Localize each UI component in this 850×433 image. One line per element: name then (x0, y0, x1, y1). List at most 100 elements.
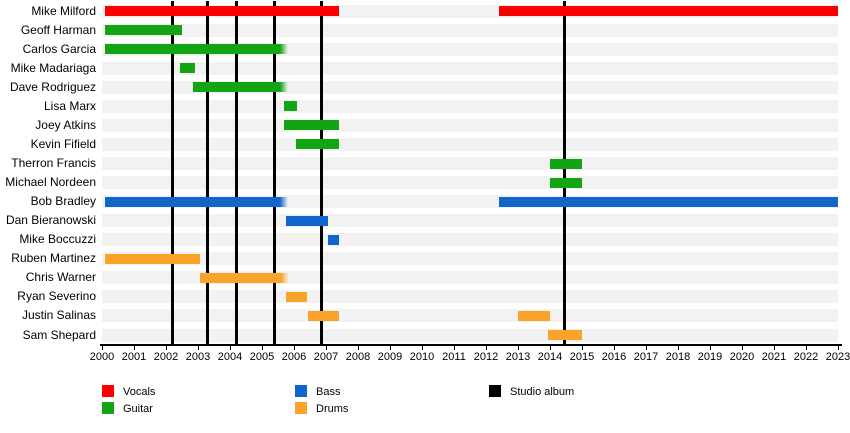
axis-tick-label: 2004 (217, 351, 243, 363)
axis-tick-label: 2009 (377, 351, 403, 363)
axis-tick (390, 346, 391, 350)
member-bar-drums (518, 310, 550, 321)
member-bar-bass (327, 234, 339, 245)
member-name: Joey Atkins (35, 117, 96, 132)
member-name: Kevin Fifield (30, 136, 96, 151)
member-bar-bass (498, 196, 838, 207)
member-bar-bass (105, 196, 288, 207)
axis-tick (326, 346, 327, 350)
axis-tick (422, 346, 423, 350)
member-bar-drums (105, 253, 200, 264)
row-stripe (102, 157, 838, 171)
axis-tick (582, 346, 583, 350)
member-name: Bob Bradley (30, 194, 96, 209)
member-name: Michael Nordeen (5, 175, 96, 190)
axis-tick (774, 346, 775, 350)
axis-tick-label: 2023 (825, 351, 850, 363)
row-stripe (102, 233, 838, 247)
axis-tick (454, 346, 455, 350)
axis-tick-label: 2016 (601, 351, 627, 363)
axis-tick-label: 2019 (697, 351, 723, 363)
member-name: Ryan Severino (17, 289, 96, 304)
plot-area (102, 1, 838, 345)
axis-tick-label: 2020 (729, 351, 755, 363)
axis-tick (838, 346, 839, 350)
axis-tick (358, 346, 359, 350)
member-bar-bass (286, 215, 328, 226)
row-stripe (102, 252, 838, 266)
row-stripe (102, 214, 838, 228)
axis-tick (806, 346, 807, 350)
axis-tick (614, 346, 615, 350)
row-stripe (102, 118, 838, 132)
row-stripe (102, 176, 838, 190)
member-name: Sam Shepard (22, 327, 96, 342)
axis-tick (710, 346, 711, 350)
axis-tick (198, 346, 199, 350)
member-bar-guitar (180, 63, 195, 74)
axis-tick (134, 346, 135, 350)
member-name: Mike Boccuzzi (19, 232, 96, 247)
album-line (273, 1, 277, 345)
axis-tick (550, 346, 551, 350)
member-name: Carlos Garcia (22, 41, 96, 56)
row-stripe (102, 290, 838, 304)
axis-tick-label: 2018 (665, 351, 691, 363)
axis-tick (486, 346, 487, 350)
axis-tick-label: 2014 (537, 351, 563, 363)
member-name: Justin Salinas (21, 308, 96, 323)
axis-tick-label: 2022 (793, 351, 819, 363)
x-axis-line (100, 344, 842, 346)
axis-tick-label: 2008 (345, 351, 371, 363)
member-name: Lisa Marx (43, 98, 96, 113)
member-name: Chris Warner (25, 270, 96, 285)
axis-tick-label: 2013 (505, 351, 531, 363)
x-axis-ticks: 2000 2001 2002 2003 2004 2005 2006 2007 2008 2009… (90, 346, 850, 372)
member-bar-guitar (105, 25, 182, 36)
member-bar-guitar (193, 82, 288, 93)
legend-label: Drums (316, 403, 349, 415)
legend-swatch-vocals (102, 385, 114, 397)
axis-tick-label: 2012 (473, 351, 499, 363)
legend-label: Guitar (123, 403, 153, 415)
row-stripe (102, 61, 838, 75)
row-stripe (102, 99, 838, 113)
album-line (206, 1, 210, 345)
member-names: Mike Milford Geoff Harman Carlos Garcia Mik… (0, 1, 99, 344)
legend-label: Bass (316, 386, 341, 398)
row-stripe (102, 23, 838, 37)
axis-tick (742, 346, 743, 350)
member-bar-vocals (498, 6, 838, 17)
axis-tick-label: 2000 (89, 351, 115, 363)
member-bar-guitar (105, 44, 288, 55)
legend-label: Studio album (510, 386, 575, 398)
legend-label: Vocals (123, 386, 156, 398)
row-stripe (102, 137, 838, 151)
member-bar-guitar (284, 120, 339, 131)
axis-tick-label: 2021 (761, 351, 787, 363)
album-line (319, 1, 323, 345)
axis-tick-label: 2017 (633, 351, 659, 363)
member-name: Therron Francis (11, 156, 96, 171)
axis-tick-label: 2015 (569, 351, 595, 363)
axis-tick (102, 346, 103, 350)
member-bar-drums (548, 330, 582, 341)
album-line (562, 1, 566, 345)
member-name: Geoff Harman (20, 22, 96, 37)
member-name: Dave Rodriguez (9, 79, 96, 94)
album-line (234, 1, 238, 345)
axis-tick-label: 2005 (249, 351, 275, 363)
member-name: Dan Bieranowski (5, 213, 96, 228)
legend-swatch-drums (295, 402, 307, 414)
member-bar-vocals (105, 6, 339, 17)
member-bar-guitar (550, 158, 582, 169)
axis-tick-label: 2011 (442, 351, 466, 363)
axis-tick-label: 2001 (121, 351, 147, 363)
member-bar-guitar (550, 177, 582, 188)
member-name: Ruben Martinez (11, 251, 96, 266)
member-name: Mike Milford (31, 3, 96, 18)
axis-tick (678, 346, 679, 350)
member-bar-guitar (295, 139, 339, 150)
member-bar-drums (308, 310, 339, 321)
axis-tick (230, 346, 231, 350)
